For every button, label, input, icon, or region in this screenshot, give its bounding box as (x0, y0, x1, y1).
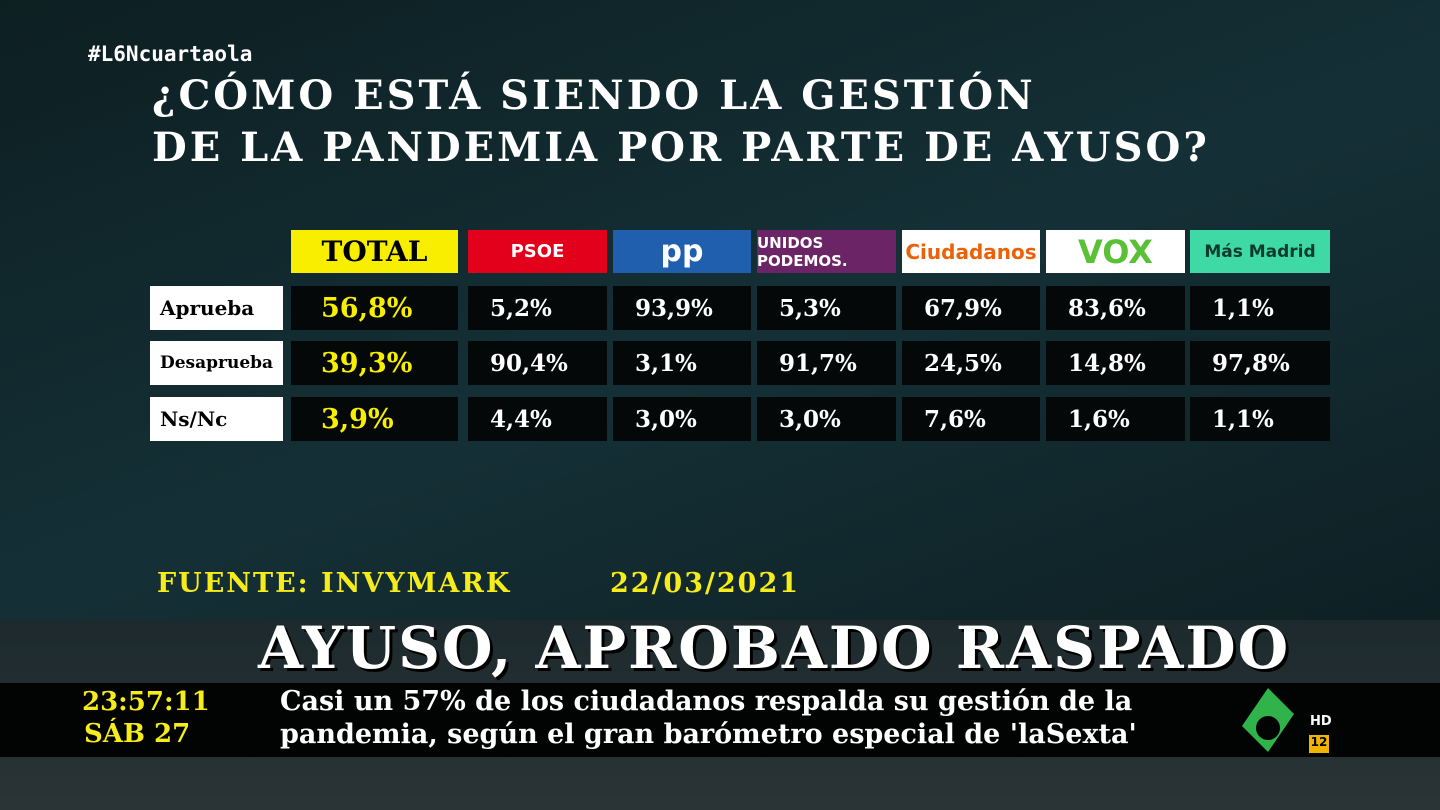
value-cell: 1,1% (1190, 286, 1330, 330)
column-header: PSOE (468, 230, 607, 273)
value-cell: 83,6% (1046, 286, 1185, 330)
total-value: 56,8% (291, 286, 458, 330)
channel-logo (1242, 688, 1294, 752)
age-rating: 12 (1309, 735, 1329, 753)
source: FUENTE: INVYMARK (157, 568, 512, 599)
ticker-line: pandemia, según el gran barómetro especi… (280, 719, 1137, 750)
total-value: 39,3% (291, 341, 458, 385)
value-cell: 1,1% (1190, 397, 1330, 441)
day: SÁB 27 (84, 719, 191, 749)
hashtag: #L6Ncuartaola (88, 42, 253, 66)
value-cell: 7,6% (902, 397, 1040, 441)
date: 22/03/2021 (610, 568, 801, 599)
headline: AYUSO, APROBADO RASPADO (258, 614, 1291, 682)
column-header: Ciudadanos (902, 230, 1040, 273)
value-cell: 4,4% (468, 397, 607, 441)
value-cell: 90,4% (468, 341, 607, 385)
row-label: Desaprueba (150, 341, 283, 385)
value-cell: 5,2% (468, 286, 607, 330)
value-cell: 67,9% (902, 286, 1040, 330)
row-label: Aprueba (150, 286, 283, 330)
total-value: 3,9% (291, 397, 458, 441)
title-line: DE LA PANDEMIA POR PARTE DE AYUSO? (152, 124, 1210, 171)
title-line: ¿CÓMO ESTÁ SIENDO LA GESTIÓN (152, 72, 1036, 119)
column-header: UNIDOS PODEMOS. (757, 230, 896, 273)
column-header: pp (613, 230, 751, 273)
ticker-line: Casi un 57% de los ciudadanos respalda s… (280, 686, 1133, 717)
value-cell: 3,0% (613, 397, 751, 441)
value-cell: 14,8% (1046, 341, 1185, 385)
ticker-bar (0, 683, 1440, 757)
column-header: TOTAL (291, 230, 458, 273)
row-label: Ns/Nc (150, 397, 283, 441)
value-cell: 5,3% (757, 286, 896, 330)
value-cell: 93,9% (613, 286, 751, 330)
value-cell: 91,7% (757, 341, 896, 385)
value-cell: 24,5% (902, 341, 1040, 385)
value-cell: 1,6% (1046, 397, 1185, 441)
column-header: Más Madrid (1190, 230, 1330, 273)
value-cell: 3,0% (757, 397, 896, 441)
hd-badge: HD (1310, 714, 1332, 729)
clock: 23:57:11 (82, 687, 210, 717)
value-cell: 3,1% (613, 341, 751, 385)
value-cell: 97,8% (1190, 341, 1330, 385)
column-header: VOX (1046, 230, 1185, 273)
